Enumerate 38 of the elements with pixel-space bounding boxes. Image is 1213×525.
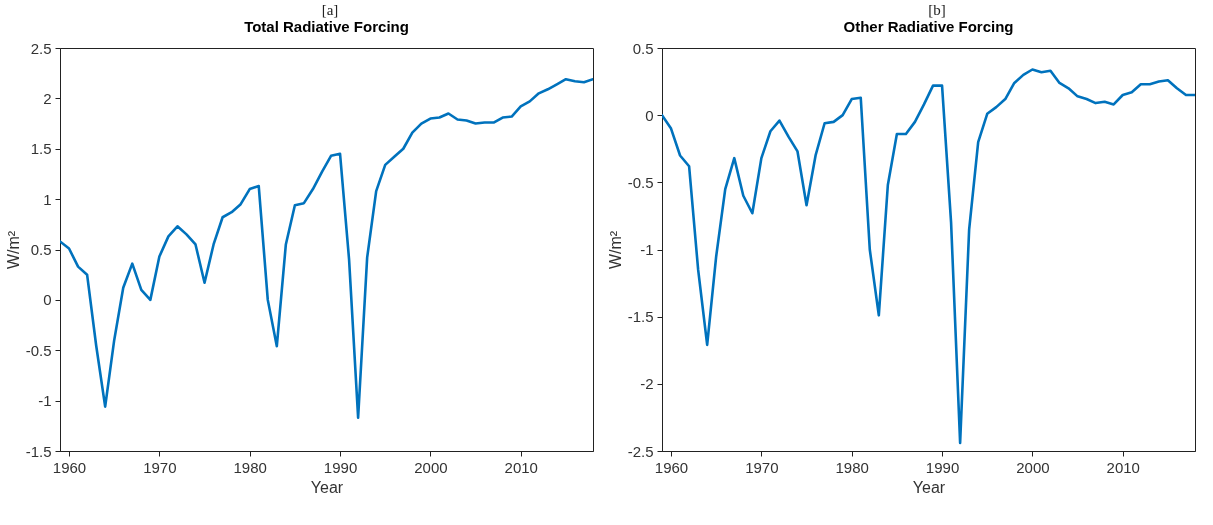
y-tick-label: 1.5 <box>30 140 52 158</box>
y-tick-label: -0.5 <box>627 173 654 191</box>
x-tick-label: 1970 <box>143 458 177 476</box>
x-tick-label: 1980 <box>233 458 267 476</box>
x-tick-label: 2010 <box>1106 458 1140 476</box>
y-tick-label: 0.5 <box>30 241 52 258</box>
x-tick-label: 1970 <box>745 458 779 476</box>
x-tick-label: 2010 <box>504 458 538 476</box>
y-tick-label: -1 <box>38 392 52 410</box>
chart-title: Other Radiative Forcing <box>843 18 1014 35</box>
y-axis-title: W/m² <box>4 230 22 270</box>
y-tick-label: 2 <box>43 89 52 107</box>
x-axis-title: Year <box>310 478 344 496</box>
text: [a] <box>320 2 340 18</box>
x-tick-label: 1960 <box>52 458 87 476</box>
x-tick-label: 1990 <box>323 458 358 476</box>
y-tick-label: -2 <box>640 375 654 393</box>
y-tick-label: -1.5 <box>25 442 52 460</box>
y-tick-label: -1.5 <box>627 308 654 326</box>
text: [b] <box>927 2 947 18</box>
y-tick-label: -0.5 <box>25 341 52 359</box>
x-tick-label: 2000 <box>1016 458 1050 476</box>
y-tick-label: 1 <box>43 190 52 208</box>
y-tick-label: 0.5 <box>632 39 654 57</box>
x-axis-title: Year <box>912 478 946 496</box>
y-axis-title: W/m² <box>606 230 624 270</box>
y-tick-label: 0 <box>645 106 654 124</box>
x-tick-label: 1990 <box>925 458 960 476</box>
line-series <box>60 77 593 420</box>
x-tick-label: 1960 <box>654 458 689 476</box>
y-tick-label: 2.5 <box>30 39 52 57</box>
y-tick-label: -1 <box>640 241 654 258</box>
line-series <box>662 68 1195 445</box>
chart-title: Total Radiative Forcing <box>244 18 409 35</box>
y-tick-label: 0 <box>43 291 52 309</box>
y-tick-label: -2.5 <box>627 442 654 460</box>
x-tick-label: 1980 <box>835 458 869 476</box>
x-tick-label: 2000 <box>414 458 448 476</box>
